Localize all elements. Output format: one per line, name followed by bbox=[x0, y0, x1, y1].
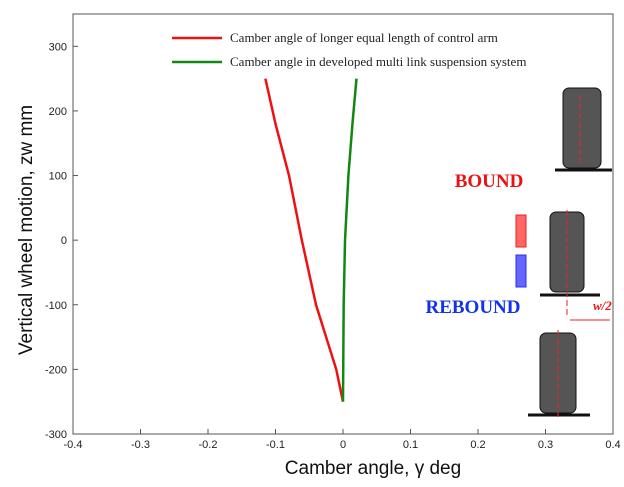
data-line bbox=[264, 78, 345, 402]
x-axis-label: Camber angle, γ deg bbox=[285, 458, 461, 479]
y-tick-label: -100 bbox=[45, 300, 67, 312]
x-tick-label: 0.2 bbox=[470, 439, 485, 451]
x-tick-label: -0.2 bbox=[199, 439, 218, 451]
x-tick-label: 0 bbox=[340, 439, 346, 451]
wheel-icons bbox=[515, 87, 612, 420]
y-tick-label: -200 bbox=[45, 364, 67, 376]
annotation: w/2 bbox=[593, 298, 612, 313]
x-tick-label: 0.1 bbox=[403, 439, 418, 451]
x-tick-label: -0.4 bbox=[64, 439, 83, 451]
y-tick-label: 300 bbox=[49, 41, 67, 53]
data-line bbox=[341, 78, 358, 402]
y-tick-label: 200 bbox=[49, 106, 67, 118]
legend-label: Camber angle in developed multi link sus… bbox=[230, 54, 526, 69]
annotation: BOUND bbox=[455, 171, 524, 192]
x-tick-label: 0.3 bbox=[538, 439, 553, 451]
y-tick-label: -300 bbox=[45, 429, 67, 441]
legend-label: Camber angle of longer equal length of c… bbox=[230, 30, 498, 45]
y-axis-label: Vertical wheel motion, zw mm bbox=[16, 105, 37, 355]
x-tick-label: -0.3 bbox=[131, 439, 150, 451]
x-tick-label: -0.1 bbox=[266, 439, 285, 451]
x-tick-label: 0.4 bbox=[605, 439, 620, 451]
y-tick-label: 0 bbox=[61, 235, 67, 247]
annotation: REBOUND bbox=[425, 297, 520, 318]
y-tick-label: 100 bbox=[49, 171, 67, 183]
